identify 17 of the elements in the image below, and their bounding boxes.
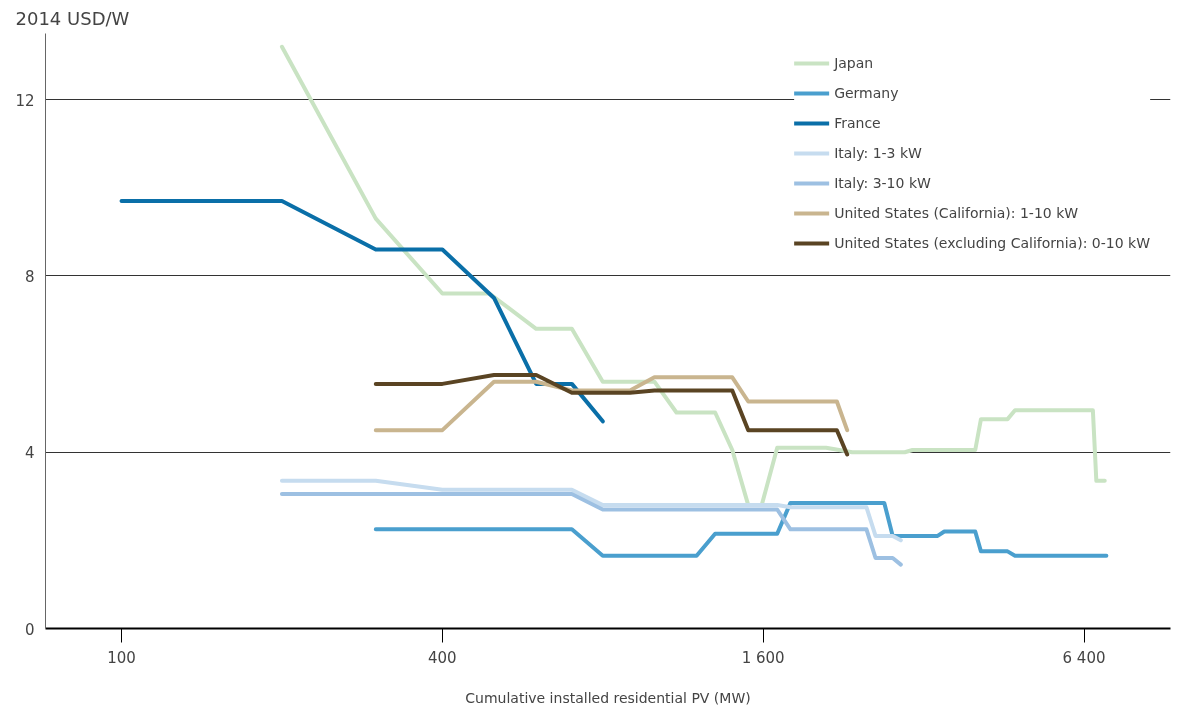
x-tick-label: 100: [107, 648, 136, 667]
legend-label: France: [834, 115, 881, 131]
x-tick-label: 6 400: [1062, 648, 1106, 667]
y-tick-label: 0: [24, 620, 35, 639]
legend-label: Italy: 3-10 kW: [834, 175, 931, 191]
legend-label: United States (California): 1-10 kW: [834, 205, 1079, 221]
x-tick-label: 400: [428, 648, 457, 667]
y-tick-label: 8: [24, 267, 35, 286]
legend-label: Japan: [834, 55, 874, 71]
x-axis-title: Cumulative installed residential PV (MW): [465, 689, 751, 706]
legend-label: United States (excluding California): 0-10 kW: [834, 235, 1150, 251]
y-tick-label: 12: [15, 91, 35, 110]
y-tick-label: 4: [24, 444, 35, 463]
legend-label: Germany: [834, 85, 899, 101]
x-tick-label: 1 600: [741, 648, 785, 667]
legend-label: Italy: 1-3 kW: [834, 145, 922, 161]
y-axis-title: 2014 USD/W: [15, 7, 130, 29]
